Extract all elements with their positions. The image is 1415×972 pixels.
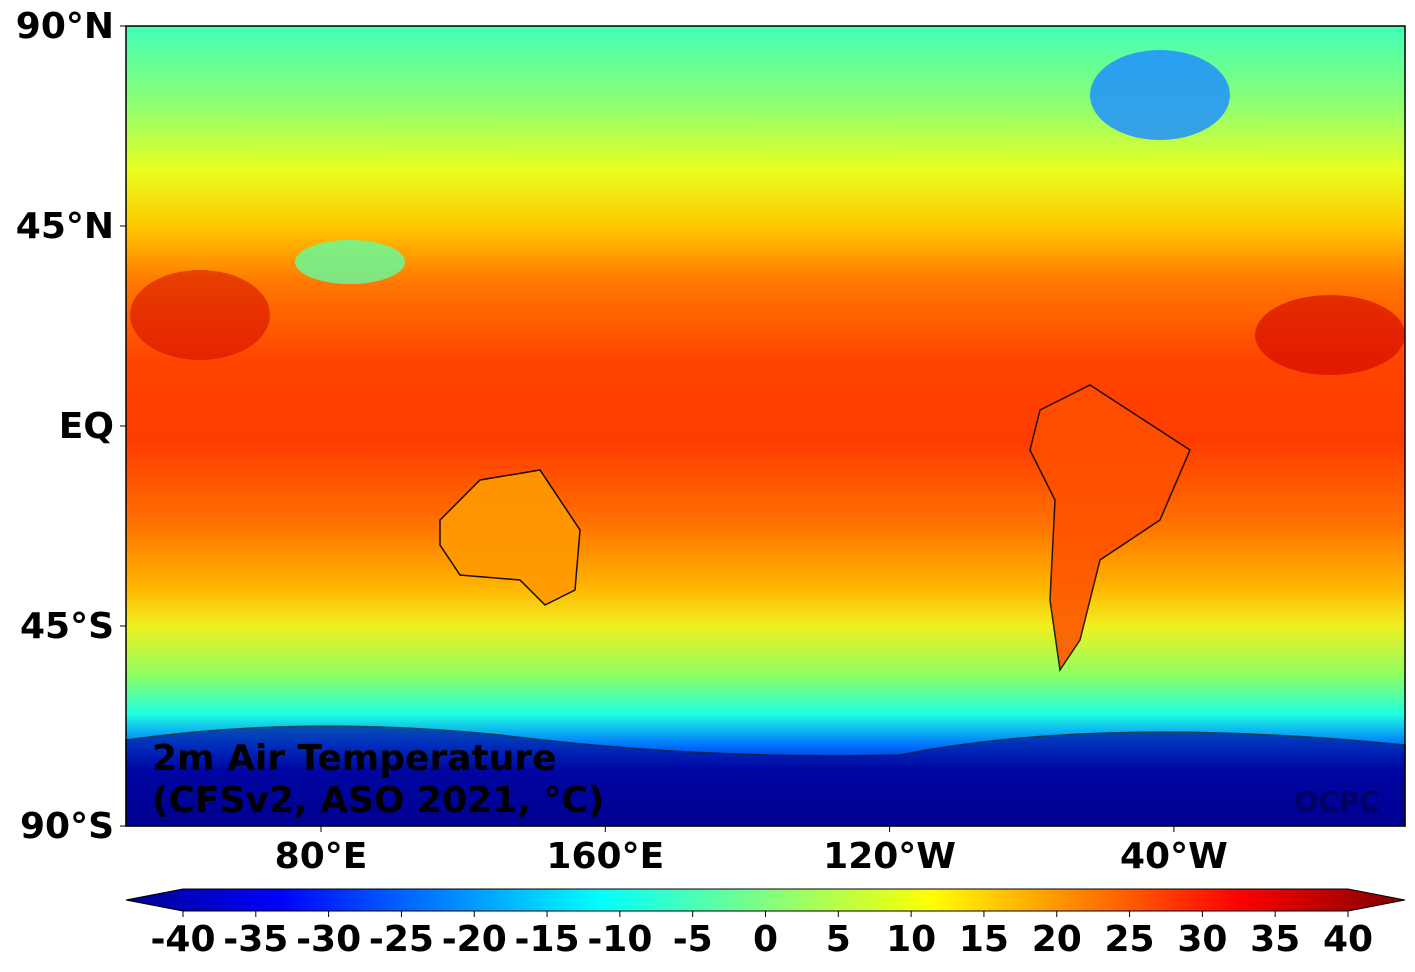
arabia-hot <box>130 270 270 360</box>
colorbar-tick-label: 5 <box>826 919 851 960</box>
lon-label: 80°E <box>275 836 368 877</box>
lon-label: 120°W <box>823 836 956 877</box>
south-america-outline <box>1029 384 1191 673</box>
colorbar-tick-label: 0 <box>753 919 778 960</box>
lon-label: 160°E <box>546 836 664 877</box>
colorbar-tick-label: 10 <box>886 919 936 960</box>
colorbar-bar <box>125 888 1406 912</box>
colorbar-tick-label: -25 <box>369 919 434 960</box>
lat-label: 45°N <box>16 206 114 247</box>
sahara-hot <box>1255 295 1405 375</box>
colorbar-tick-label: -15 <box>515 919 580 960</box>
antarctica-outline <box>125 725 1406 827</box>
map-title: 2m Air Temperature <box>152 738 557 779</box>
temperature-field <box>126 26 1405 826</box>
colorbar-tick-label: 30 <box>1177 919 1227 960</box>
colorbar-tick-label: -35 <box>223 919 288 960</box>
tibet-cool <box>295 240 405 284</box>
colorbar-tick-label: 20 <box>1032 919 1082 960</box>
lat-label: 45°S <box>20 606 114 647</box>
australia-outline <box>439 469 581 606</box>
greenland-cold <box>1090 50 1230 140</box>
colorbar-tick-label: -20 <box>442 919 507 960</box>
map-panel: 2m Air Temperature (CFSv2, ASO 2021, °C)… <box>125 25 1406 827</box>
map-subtitle: (CFSv2, ASO 2021, °C) <box>152 780 604 821</box>
colorbar-tick-label: 25 <box>1105 919 1155 960</box>
colorbar-tick-label: 15 <box>959 919 1009 960</box>
colorbar-tick-label: -40 <box>150 919 215 960</box>
colorbar-tick-label: -30 <box>296 919 361 960</box>
axis-labels: 90°N 45°N EQ 45°S 90°S 80°E 160°E 120°W 40°W <box>16 6 1228 877</box>
credit: OCPC <box>1295 785 1380 818</box>
colorbar-tick-label: 35 <box>1250 919 1300 960</box>
lat-label: 90°S <box>20 806 114 847</box>
colorbar-tick-label: -5 <box>673 919 713 960</box>
colorbar-tick-label: -10 <box>587 919 652 960</box>
colorbar: -40 -35 -30 -25 -20 -15 -10 -5 0 5 10 15 20 25 30 35 40 <box>125 888 1406 960</box>
lat-label: 90°N <box>16 6 114 47</box>
lat-label: EQ <box>59 406 114 447</box>
colorbar-tick-label: 40 <box>1323 919 1373 960</box>
lon-label: 40°W <box>1120 836 1228 877</box>
